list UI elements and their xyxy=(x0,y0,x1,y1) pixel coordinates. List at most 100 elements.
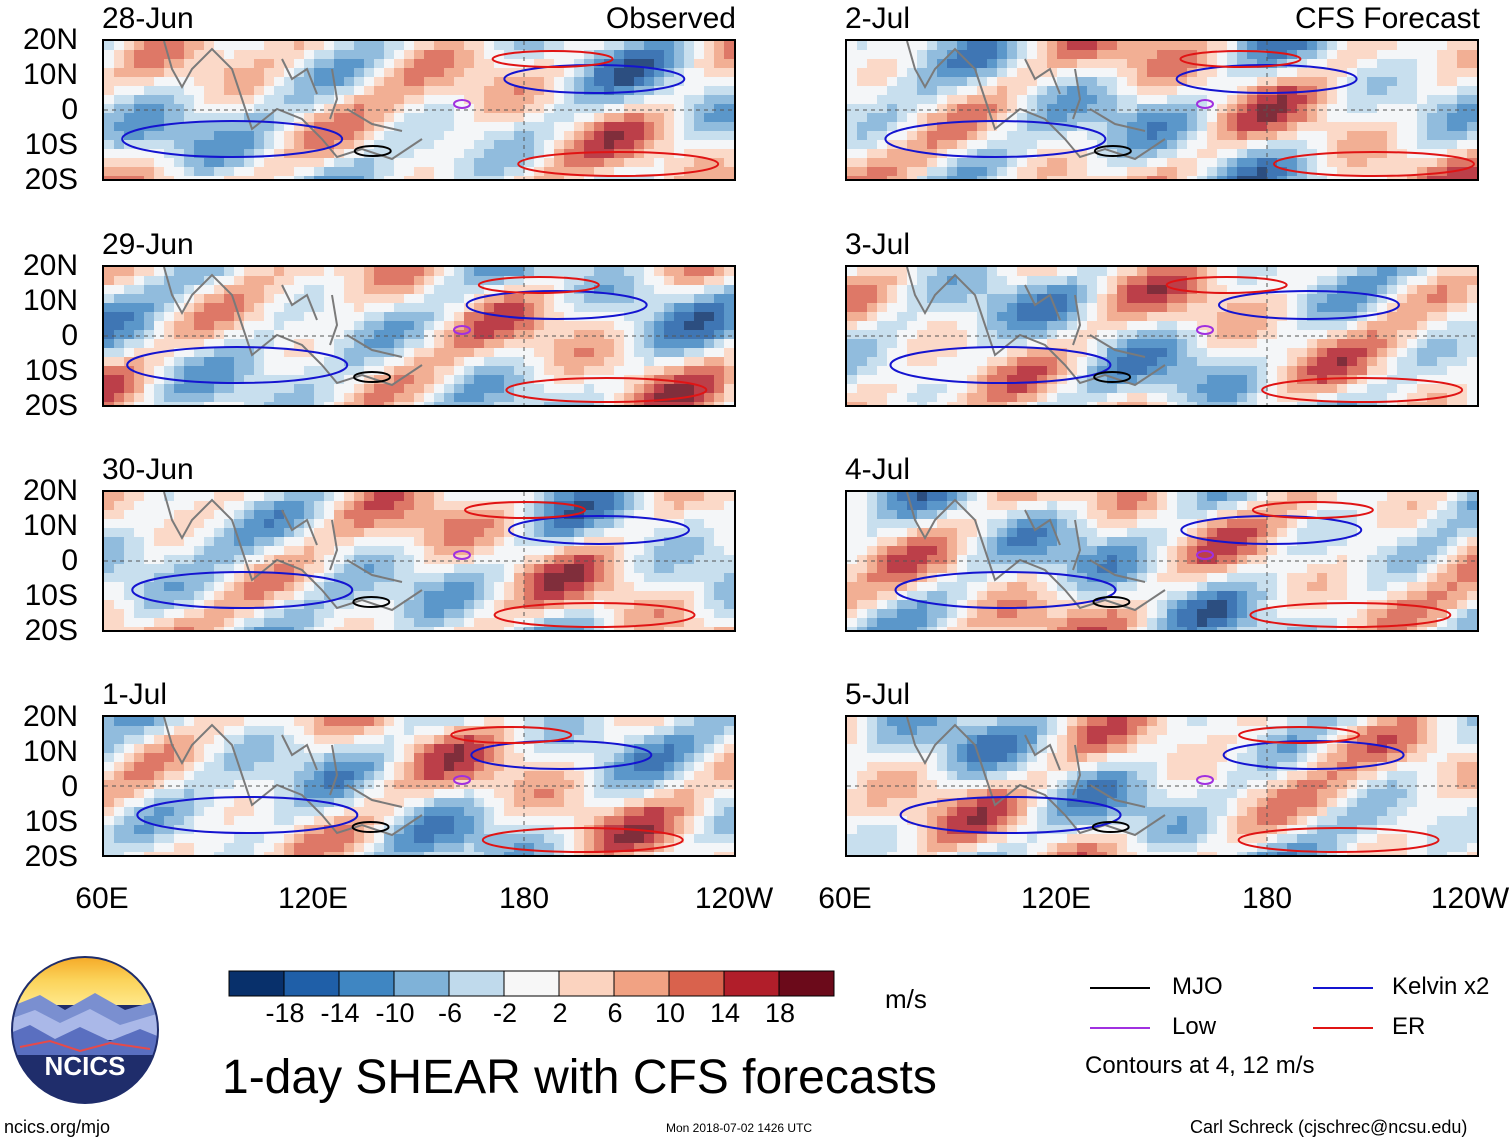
field-cell xyxy=(264,618,274,627)
field-cell xyxy=(264,375,274,384)
field-cell xyxy=(574,59,584,68)
field-cell xyxy=(1437,339,1447,348)
field-cell xyxy=(394,771,404,780)
field-cell xyxy=(937,104,947,113)
field-cell xyxy=(867,68,877,77)
field-cell xyxy=(454,798,464,807)
field-cell xyxy=(1027,77,1037,86)
field-cell xyxy=(124,816,134,825)
field-cell xyxy=(867,158,877,167)
field-cell xyxy=(544,77,554,86)
field-cell xyxy=(214,348,224,357)
field-cell xyxy=(494,519,504,528)
field-cell xyxy=(414,627,424,630)
field-cell xyxy=(444,771,454,780)
field-cell xyxy=(244,852,254,855)
field-cell xyxy=(534,573,544,582)
field-cell xyxy=(967,158,977,167)
field-cell xyxy=(364,780,374,789)
field-cell xyxy=(1327,59,1337,68)
field-cell xyxy=(344,276,354,285)
field-cell xyxy=(1187,167,1197,176)
field-cell xyxy=(724,267,734,276)
field-cell xyxy=(1307,113,1317,122)
field-cell xyxy=(1287,95,1297,104)
field-cell xyxy=(927,95,937,104)
field-cell xyxy=(424,591,434,600)
field-cell xyxy=(714,285,724,294)
field-cell xyxy=(414,501,424,510)
field-cell xyxy=(1157,321,1167,330)
field-cell xyxy=(1267,41,1277,50)
field-cell xyxy=(464,68,474,77)
field-cell xyxy=(334,149,344,158)
field-cell xyxy=(524,339,534,348)
field-cell xyxy=(254,330,264,339)
field-cell xyxy=(164,131,174,140)
field-cell xyxy=(1377,167,1387,176)
field-cell xyxy=(484,816,494,825)
field-cell xyxy=(1147,312,1157,321)
field-cell xyxy=(877,59,887,68)
field-cell xyxy=(684,609,694,618)
field-cell xyxy=(574,726,584,735)
field-cell xyxy=(484,131,494,140)
field-cell xyxy=(584,402,594,405)
field-cell xyxy=(164,825,174,834)
field-cell xyxy=(927,167,937,176)
field-cell xyxy=(877,176,887,179)
field-cell xyxy=(224,77,234,86)
field-cell xyxy=(1007,95,1017,104)
field-cell xyxy=(124,528,134,537)
field-cell xyxy=(294,510,304,519)
field-cell xyxy=(224,393,234,402)
field-cell xyxy=(154,735,164,744)
field-cell xyxy=(444,276,454,285)
field-cell xyxy=(404,366,414,375)
field-cell xyxy=(244,303,254,312)
field-cell xyxy=(1287,176,1297,179)
field-cell xyxy=(1397,321,1407,330)
field-cell xyxy=(354,321,364,330)
field-cell xyxy=(947,303,957,312)
field-cell xyxy=(334,771,344,780)
field-cell xyxy=(1297,294,1307,303)
field-cell xyxy=(514,537,524,546)
field-cell xyxy=(444,501,454,510)
field-cell xyxy=(694,573,704,582)
field-cell xyxy=(1277,375,1287,384)
field-cell xyxy=(574,798,584,807)
field-cell xyxy=(634,59,644,68)
field-cell xyxy=(554,348,564,357)
field-cell xyxy=(584,384,594,393)
field-cell xyxy=(224,59,234,68)
field-cell xyxy=(1177,348,1187,357)
field-cell xyxy=(674,825,684,834)
field-cell xyxy=(284,41,294,50)
field-cell xyxy=(584,357,594,366)
field-cell xyxy=(1467,276,1477,285)
field-cell xyxy=(294,77,304,86)
field-cell xyxy=(907,149,917,158)
field-cell xyxy=(724,104,734,113)
field-cell xyxy=(694,528,704,537)
field-cell xyxy=(504,140,514,149)
field-cell xyxy=(364,555,374,564)
field-cell xyxy=(214,95,224,104)
field-cell xyxy=(504,582,514,591)
field-cell xyxy=(1037,68,1047,77)
field-cell xyxy=(604,176,614,179)
field-cell xyxy=(1217,113,1227,122)
field-cell xyxy=(724,816,734,825)
field-cell xyxy=(544,113,554,122)
field-cell xyxy=(414,330,424,339)
field-cell xyxy=(114,627,124,630)
field-cell xyxy=(224,564,234,573)
field-cell xyxy=(114,726,124,735)
field-cell xyxy=(1087,176,1097,179)
field-cell xyxy=(1427,402,1437,405)
field-cell xyxy=(674,330,684,339)
field-cell xyxy=(1407,366,1417,375)
field-cell xyxy=(907,393,917,402)
field-cell xyxy=(284,77,294,86)
